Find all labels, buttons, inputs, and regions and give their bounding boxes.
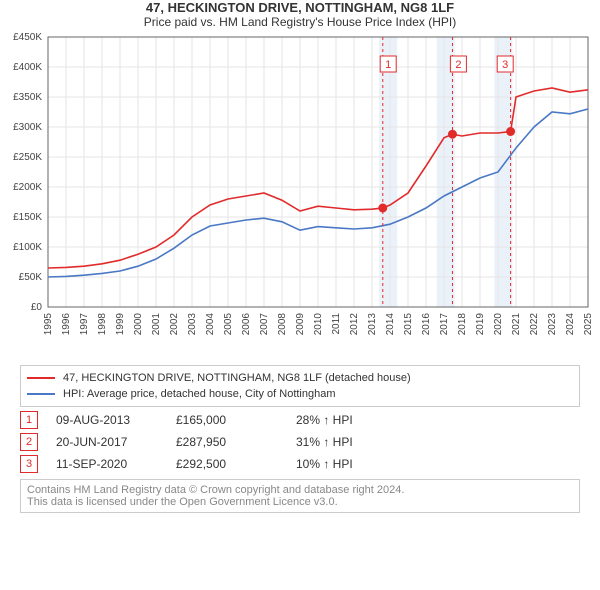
- svg-text:2004: 2004: [205, 313, 216, 336]
- svg-text:£0: £0: [31, 302, 43, 313]
- svg-text:2021: 2021: [511, 313, 522, 336]
- svg-text:1999: 1999: [115, 313, 126, 336]
- svg-text:2011: 2011: [331, 313, 342, 335]
- svg-text:1996: 1996: [61, 313, 72, 336]
- svg-text:1997: 1997: [79, 313, 90, 336]
- legend-swatch: [27, 377, 55, 379]
- legend-item: HPI: Average price, detached house, City…: [27, 386, 573, 402]
- transactions-table: 1 09-AUG-2013 £165,000 28% ↑ HPI 2 20-JU…: [20, 409, 580, 475]
- transaction-date: 11-SEP-2020: [56, 457, 176, 471]
- transaction-delta: 10% ↑ HPI: [296, 457, 353, 471]
- svg-text:2002: 2002: [169, 313, 180, 336]
- transaction-price: £287,950: [176, 435, 296, 449]
- svg-text:1: 1: [385, 59, 391, 71]
- svg-text:2019: 2019: [475, 313, 486, 336]
- svg-text:2000: 2000: [133, 313, 144, 336]
- svg-text:2009: 2009: [295, 313, 306, 336]
- transaction-delta: 28% ↑ HPI: [296, 413, 353, 427]
- price-chart: £0 £50K £100K £150K £200K £250K £300K £350K £400…: [0, 29, 600, 359]
- svg-text:2018: 2018: [457, 313, 468, 336]
- svg-text:2001: 2001: [151, 313, 162, 336]
- svg-text:2016: 2016: [421, 313, 432, 336]
- chart-title: 47, HECKINGTON DRIVE, NOTTINGHAM, NG8 1L…: [0, 0, 600, 15]
- svg-text:£450K: £450K: [13, 32, 42, 43]
- svg-text:2017: 2017: [439, 313, 450, 336]
- transaction-price: £292,500: [176, 457, 296, 471]
- svg-text:£350K: £350K: [13, 92, 42, 103]
- footer-line: Contains HM Land Registry data © Crown c…: [27, 484, 573, 496]
- chart-subtitle: Price paid vs. HM Land Registry's House …: [0, 15, 600, 29]
- transaction-date: 20-JUN-2017: [56, 435, 176, 449]
- svg-text:2: 2: [455, 59, 461, 71]
- svg-text:2013: 2013: [367, 313, 378, 336]
- legend-swatch: [27, 393, 55, 395]
- svg-text:2014: 2014: [385, 313, 396, 336]
- transaction-marker: 2: [20, 433, 38, 451]
- svg-text:£200K: £200K: [13, 182, 42, 193]
- svg-text:2012: 2012: [349, 313, 360, 336]
- svg-text:2005: 2005: [223, 313, 234, 336]
- svg-text:2020: 2020: [493, 313, 504, 336]
- svg-text:2023: 2023: [547, 313, 558, 336]
- svg-text:1995: 1995: [43, 313, 54, 336]
- transaction-marker: 3: [20, 455, 38, 473]
- legend-item: 47, HECKINGTON DRIVE, NOTTINGHAM, NG8 1L…: [27, 370, 573, 386]
- attribution-footer: Contains HM Land Registry data © Crown c…: [20, 479, 580, 513]
- transaction-row: 3 11-SEP-2020 £292,500 10% ↑ HPI: [20, 453, 580, 475]
- svg-text:£250K: £250K: [13, 152, 42, 163]
- svg-text:£50K: £50K: [19, 272, 43, 283]
- svg-text:2024: 2024: [565, 313, 576, 336]
- transaction-delta: 31% ↑ HPI: [296, 435, 353, 449]
- svg-text:1998: 1998: [97, 313, 108, 336]
- svg-text:£150K: £150K: [13, 212, 42, 223]
- transaction-row: 2 20-JUN-2017 £287,950 31% ↑ HPI: [20, 431, 580, 453]
- transaction-date: 09-AUG-2013: [56, 413, 176, 427]
- footer-line: This data is licensed under the Open Gov…: [27, 496, 573, 508]
- svg-text:2010: 2010: [313, 313, 324, 336]
- legend: 47, HECKINGTON DRIVE, NOTTINGHAM, NG8 1L…: [20, 365, 580, 407]
- svg-text:2007: 2007: [259, 313, 270, 336]
- transaction-marker: 1: [20, 411, 38, 429]
- svg-text:2003: 2003: [187, 313, 198, 336]
- legend-label: 47, HECKINGTON DRIVE, NOTTINGHAM, NG8 1L…: [63, 372, 411, 384]
- svg-text:£300K: £300K: [13, 122, 42, 133]
- svg-text:2006: 2006: [241, 313, 252, 336]
- transaction-price: £165,000: [176, 413, 296, 427]
- transaction-row: 1 09-AUG-2013 £165,000 28% ↑ HPI: [20, 409, 580, 431]
- svg-text:£100K: £100K: [13, 242, 42, 253]
- svg-text:2025: 2025: [583, 313, 594, 336]
- svg-text:2015: 2015: [403, 313, 414, 336]
- svg-text:2008: 2008: [277, 313, 288, 336]
- svg-text:£400K: £400K: [13, 62, 42, 73]
- svg-text:2022: 2022: [529, 313, 540, 336]
- svg-text:3: 3: [502, 59, 508, 71]
- legend-label: HPI: Average price, detached house, City…: [63, 388, 336, 400]
